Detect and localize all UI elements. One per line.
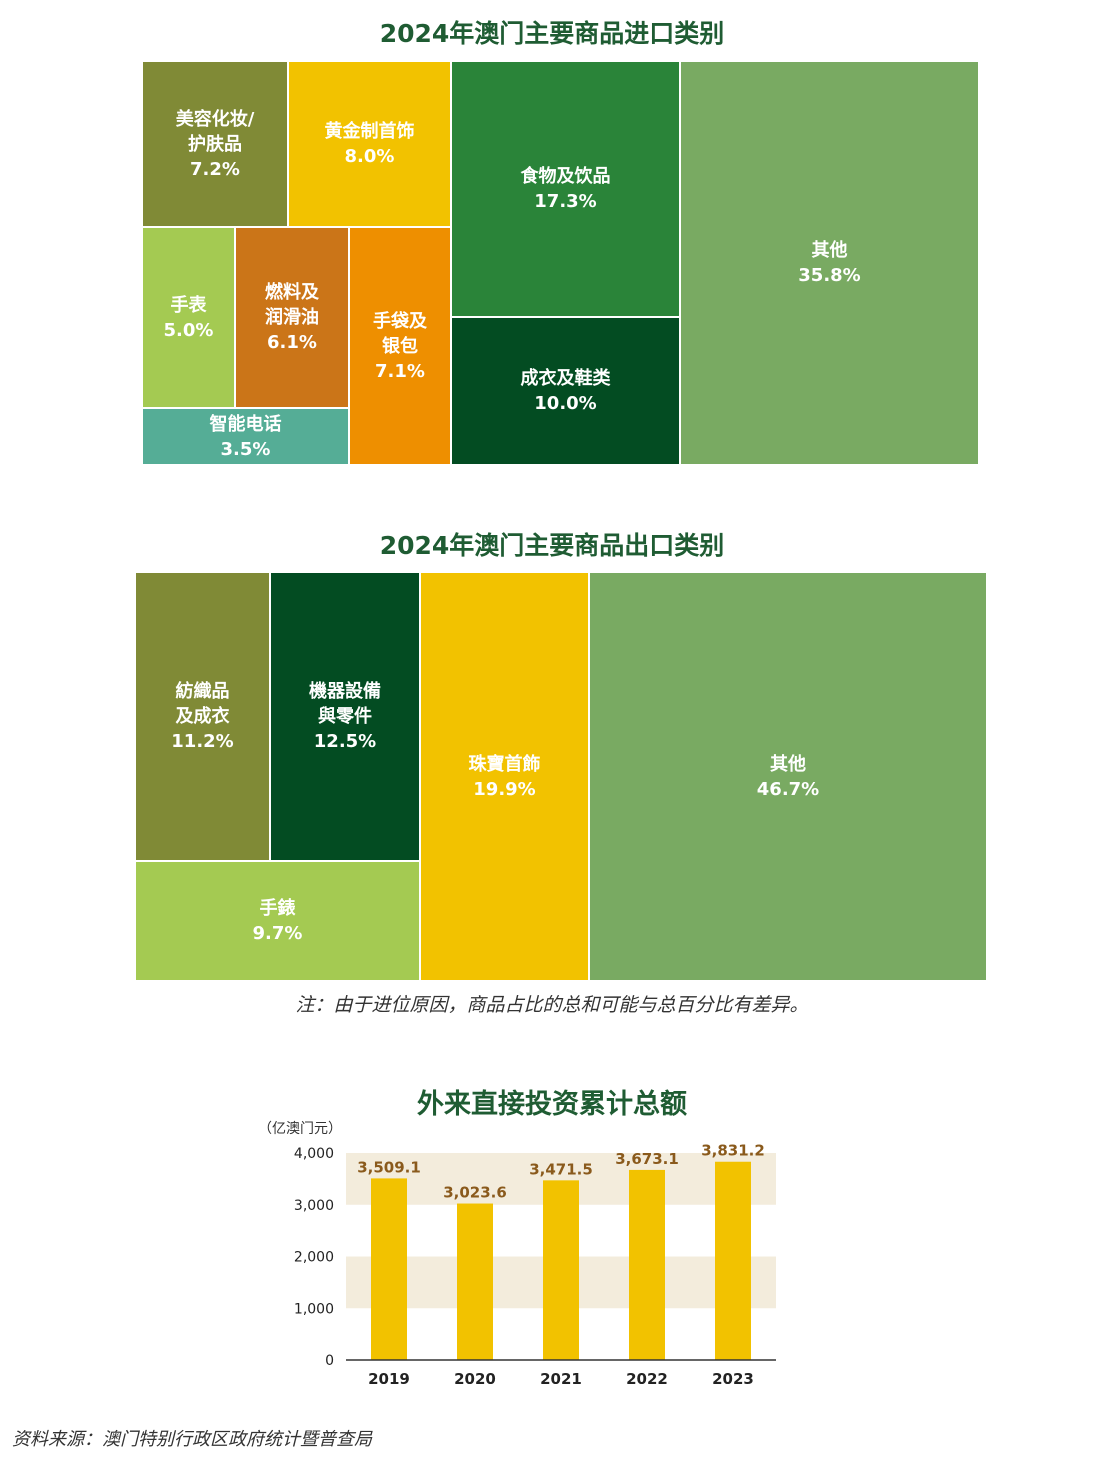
import-chart-title: 2024年澳门主要商品进口类别 xyxy=(379,19,725,48)
x-tick-label: 2019 xyxy=(368,1370,410,1388)
import-tile-percent: 35.8% xyxy=(798,265,861,286)
bar-value-label: 3,509.1 xyxy=(357,1158,421,1176)
import-tile-percent: 10.0% xyxy=(534,393,597,414)
import-tile-percent: 17.3% xyxy=(534,191,597,212)
export-tile-percent: 19.9% xyxy=(473,778,536,800)
x-tick-label: 2023 xyxy=(712,1370,754,1388)
rounding-note: 注：由于进位原因，商品占比的总和可能与总百分比有差异。 xyxy=(295,994,809,1016)
x-tick-label: 2022 xyxy=(626,1370,668,1388)
import-tile-percent: 3.5% xyxy=(220,438,271,460)
bar-value-label: 3,471.5 xyxy=(529,1160,593,1178)
import-tile-食物及饮品: 食物及饮品 17.3% xyxy=(450,60,681,318)
export-chart-title: 2024年澳门主要商品出口类别 xyxy=(379,531,725,560)
import-tile-percent: 8.0% xyxy=(344,146,395,167)
export-tile-機器設備與零件: 機器設備 與零件 12.5% xyxy=(269,571,421,862)
import-tile-label: 智能电话 xyxy=(209,413,282,435)
export-tile-percent: 11.2% xyxy=(171,731,234,752)
y-tick-label: 2,000 xyxy=(294,1250,334,1266)
export-tile-label: 手錶 xyxy=(259,898,296,919)
import-tile-label: 食物及饮品 xyxy=(520,166,611,187)
y-tick-label: 4,000 xyxy=(294,1146,334,1162)
import-tile-label: 黄金制首饰 xyxy=(324,121,415,142)
y-tick-label: 3,000 xyxy=(294,1198,334,1214)
import-tile-智能电话: 智能电话 3.5% xyxy=(141,407,350,466)
bar-value-label: 3,831.2 xyxy=(701,1142,765,1160)
data-source: 资料来源：澳门特别行政区政府统计暨普查局 xyxy=(12,1429,372,1450)
fdi-chart-title: 外来直接投资累计总额 xyxy=(417,1089,687,1120)
import-tile-label: 成衣及鞋类 xyxy=(520,368,611,389)
y-tick-label: 1,000 xyxy=(294,1301,334,1317)
import-tile-percent: 7.2% xyxy=(190,158,240,180)
bar-2020 xyxy=(457,1203,493,1360)
export-tile-label: 珠寶首飾 xyxy=(468,753,541,775)
export-tile-label: 機器設備 與零件 xyxy=(309,681,381,727)
bar-2022 xyxy=(629,1169,665,1360)
import-tile-label: 燃料及 润滑油 xyxy=(265,282,319,328)
import-tile-label: 手袋及 银包 xyxy=(373,310,427,357)
x-tick-label: 2021 xyxy=(540,1370,582,1388)
import-tile-黄金制首饰: 黄金制首饰 8.0% xyxy=(287,60,452,228)
export-tile-percent: 9.7% xyxy=(252,923,303,944)
bar-2019 xyxy=(371,1178,407,1360)
bar-value-label: 3,023.6 xyxy=(443,1184,507,1202)
import-tile-percent: 5.0% xyxy=(163,319,214,341)
fdi-bar-chart: 0 1,000 2,000 3,000 4,000 3,509.1 2019 3,023.6 2… xyxy=(294,1142,776,1388)
import-tile-成衣及鞋类: 成衣及鞋类 10.0% xyxy=(450,316,681,466)
import-tile-percent: 7.1% xyxy=(375,360,425,382)
bar-2023 xyxy=(715,1161,751,1360)
export-tile-珠寶首飾: 珠寶首飾 19.9% xyxy=(419,571,590,982)
import-tile-label: 美容化妆/ 护肤品 xyxy=(175,108,255,155)
bar-value-label: 3,673.1 xyxy=(615,1150,679,1168)
export-tile-label: 紡織品 及成衣 xyxy=(175,681,230,727)
fdi-unit-label: （亿澳门元） xyxy=(258,1121,342,1137)
import-tile-其他: 其他 35.8% xyxy=(679,60,980,466)
import-tile-percent: 6.1% xyxy=(267,332,317,353)
import-tile-美容化妆-护肤品: 美容化妆/ 护肤品 7.2% xyxy=(141,60,289,228)
export-tile-percent: 46.7% xyxy=(756,778,820,800)
import-tile-手袋及银包: 手袋及 银包 7.1% xyxy=(348,226,452,466)
export-tile-手錶: 手錶 9.7% xyxy=(134,860,421,982)
export-tile-其他: 其他 46.7% xyxy=(588,571,988,982)
bar-2021 xyxy=(543,1180,579,1360)
export-tile-label: 其他 xyxy=(770,753,806,775)
export-tile-percent: 12.5% xyxy=(313,731,377,752)
import-tile-label: 其他 xyxy=(811,240,848,261)
import-tile-label: 手表 xyxy=(170,294,207,316)
y-tick-label: 0 xyxy=(325,1353,334,1369)
x-tick-label: 2020 xyxy=(454,1370,496,1388)
